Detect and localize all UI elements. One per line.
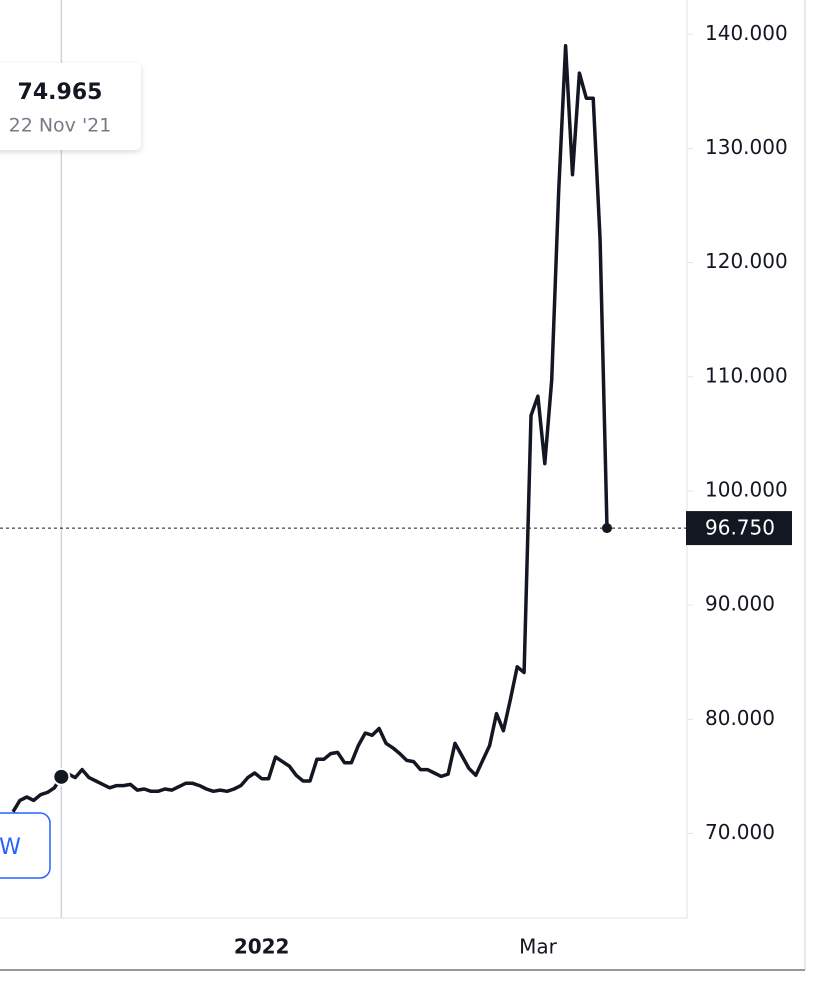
price-badge bbox=[686, 511, 792, 546]
y-tick-label: 110.000 bbox=[705, 363, 788, 387]
tooltip-date: 22 Nov '21 bbox=[9, 115, 112, 137]
plot: 70.000 80.000 90.000 100.000 110.000 120.000 1… bbox=[0, 0, 792, 959]
y-tick-label: 90.000 bbox=[705, 592, 775, 616]
y-tick-label: 80.000 bbox=[705, 706, 775, 730]
price-line-series bbox=[11, 43, 609, 813]
y-tick-label: 100.000 bbox=[705, 477, 788, 501]
y-tick-label: 130.000 bbox=[705, 135, 788, 159]
range-button-label[interactable]: W bbox=[0, 835, 21, 860]
range-button[interactable] bbox=[0, 812, 51, 879]
x-tick-label: Mar bbox=[519, 935, 558, 959]
tooltip-value: 74.965 bbox=[18, 80, 103, 105]
hover-point bbox=[52, 767, 71, 786]
tooltip bbox=[0, 63, 141, 150]
y-tick-label: 70.000 bbox=[705, 820, 775, 844]
x-tick-label: 2022 bbox=[234, 935, 290, 959]
y-tick-label: 120.000 bbox=[705, 249, 788, 273]
y-tick-label: 140.000 bbox=[705, 21, 788, 45]
last-point bbox=[602, 523, 612, 534]
price-badge-label: 96.750 bbox=[705, 516, 775, 540]
